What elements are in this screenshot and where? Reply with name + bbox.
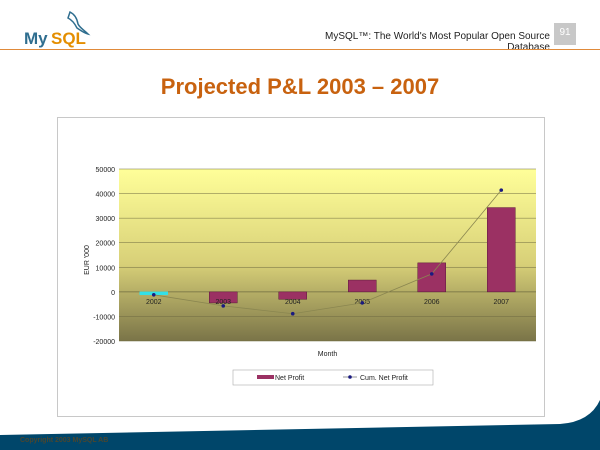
x-axis-label: Month	[318, 351, 338, 358]
line-cum-net-profit	[153, 189, 502, 315]
point-cum-net-profit	[360, 301, 365, 305]
legend-label-net-profit: Net Profit	[275, 375, 304, 382]
slide-title: Projected P&L 2003 – 2007	[160, 74, 440, 99]
chart-container: 50000 40000 30000 20000 10000 0 -10000 -20000 EU…	[57, 117, 545, 417]
plot-area	[119, 169, 536, 341]
y-tick-label: 50000	[96, 167, 116, 174]
x-tick-label: 2006	[424, 299, 440, 306]
y-tick-label: 40000	[96, 192, 116, 199]
x-tick-label: 2004	[285, 299, 301, 306]
svg-text:SQL: SQL	[51, 29, 86, 48]
point-cum-net-profit	[221, 304, 226, 308]
x-tick-label: 2002	[146, 299, 162, 306]
header-divider	[0, 49, 600, 50]
legend-label-cum-net-profit: Cum. Net Profit	[360, 375, 408, 382]
y-tick-label: -20000	[93, 339, 115, 346]
legend-marker-cum-net-profit	[348, 375, 352, 379]
y-axis-label: EUR '000	[84, 245, 91, 275]
point-cum-net-profit	[429, 272, 434, 276]
y-tick-label: -10000	[93, 314, 115, 321]
copyright: Copyright 2003 MySQL AB	[20, 437, 109, 444]
svg-text:My: My	[24, 29, 48, 48]
mysql-logo: My SQL	[24, 10, 91, 48]
x-tick-label: 2007	[493, 299, 509, 306]
y-tick-label: 10000	[96, 265, 116, 272]
bar-net-profit	[209, 291, 238, 304]
bar-net-profit	[487, 207, 516, 293]
header-tagline: MySQL™: The World's Most Popular Open So…	[325, 31, 550, 53]
y-tick-label: 20000	[96, 241, 116, 248]
legend-swatch-net-profit	[257, 375, 274, 379]
bar-net-profit	[348, 279, 377, 293]
legend-box	[232, 369, 434, 386]
point-cum-net-profit	[290, 311, 295, 316]
x-tick-label: 2003	[215, 299, 231, 306]
pl-chart: 50000 40000 30000 20000 10000 0 -10000 -20000 EU…	[84, 167, 536, 386]
bar-net-profit	[417, 262, 446, 293]
y-tick-label: 0	[111, 290, 115, 297]
y-tick-label: 30000	[96, 216, 116, 223]
point-cum-net-profit	[499, 188, 504, 192]
page-number: 91	[554, 23, 576, 45]
point-cum-net-profit	[151, 293, 156, 297]
bar-net-profit	[278, 291, 307, 300]
